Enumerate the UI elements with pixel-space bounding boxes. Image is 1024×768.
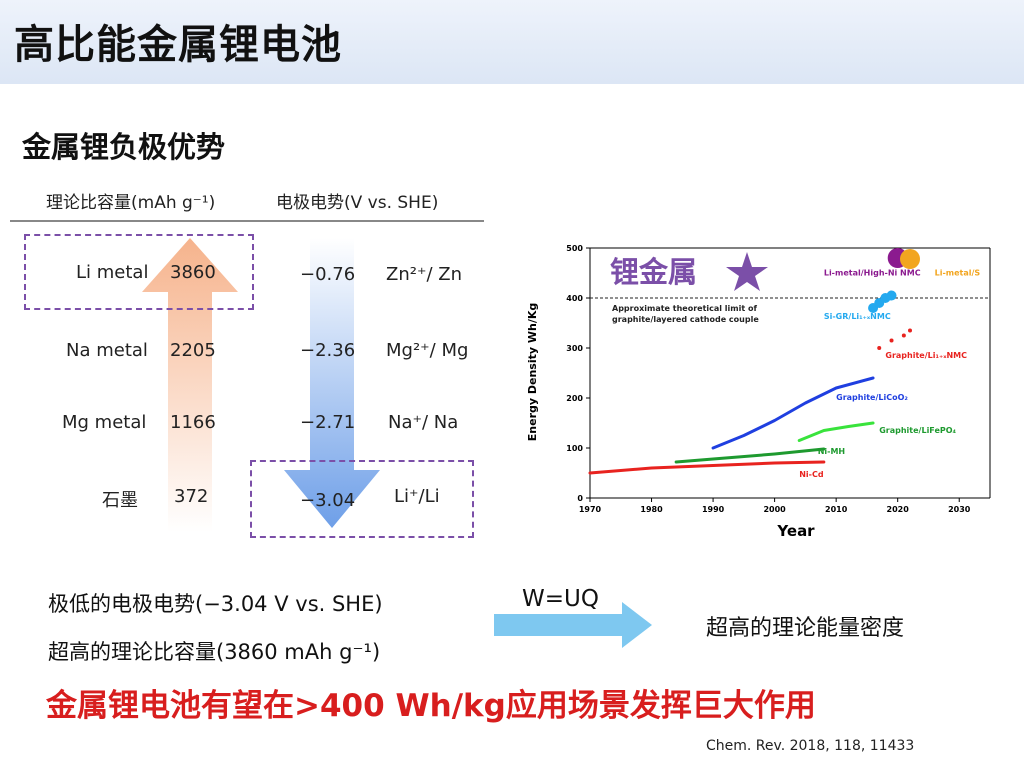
citation: Chem. Rev. 2018, 118, 11433 [706,738,915,754]
li-potential-highlight [250,460,474,538]
row-potential: −2.71 [300,412,356,433]
data-point [889,338,894,343]
series-label: Graphite/LiCoO₂ [836,393,908,402]
row-material: Mg metal [62,412,147,433]
conclusion-text: 金属锂电池有望在>400 Wh/kg应用场景发挥巨大作用 [46,688,816,724]
x-tick-label: 2000 [763,505,786,514]
y-tick-label: 400 [566,294,583,303]
x-tick-label: 2030 [948,505,971,514]
chart-axes [589,247,991,499]
potential-arrow [284,238,380,528]
row-capacity: 372 [174,486,209,507]
series-label: Ni-MH [818,447,845,456]
data-point [901,333,906,338]
capacity-header: 理论比容量(mAh g⁻¹) [46,193,216,213]
row-capacity: 2205 [170,340,216,361]
row-material: Li metal [76,262,149,283]
series-label: Ni-Cd [799,470,824,479]
title-bar [0,0,1024,84]
series-line [588,460,826,475]
star-icon [726,252,768,291]
x-axis-label: Year [776,522,815,540]
series-line [674,447,826,464]
capacity-arrow [142,238,238,532]
series-line [711,376,875,450]
right-arrow-icon [494,602,652,648]
series-label: Si-GR/Li₁₊ₓNMC [824,312,891,321]
row-couple: Zn²⁺/ Zn [386,264,462,285]
y-tick-label: 100 [566,444,583,453]
row-material: Na metal [66,340,148,361]
row-potential: −0.76 [300,264,356,285]
potential-header: 电极电势(V vs. SHE) [276,193,439,213]
row-capacity: 1166 [170,412,216,433]
x-tick-label: 2020 [887,505,910,514]
energy-density-result: 超高的理论能量密度 [706,616,905,641]
data-point [908,328,912,333]
row-potential: −2.36 [300,340,356,361]
row-couple: Mg²⁺/ Mg [386,340,469,361]
row-capacity: 3860 [170,262,216,283]
x-tick-label: 1990 [702,505,725,514]
row-material: 石墨 [102,490,138,511]
section-subtitle: 金属锂负极优势 [22,130,226,164]
y-axis-label: Energy Density Wh/Kg [526,303,539,441]
y-tick-label: 0 [577,494,583,503]
limit-annotation: Approximate theoretical limit of graphite… [612,304,759,324]
y-tick-label: 300 [566,344,583,353]
x-tick-label: 1980 [640,505,663,514]
energy-density-chart: 0 100 200 300 400 500 1970 1980 1990 2000 2010 2020… [526,244,991,540]
y-tick-label: 200 [566,394,583,403]
lithium-metal-label: 锂金属 [610,255,697,289]
series-label: Graphite/Li₁₊ₓNMC [885,351,967,360]
series-label: Graphite/LiFePO₄ [879,426,956,435]
x-tick-label: 2010 [825,505,848,514]
energy-equation: W=UQ [522,586,599,612]
low-potential-point: 极低的电极电势(−3.04 V vs. SHE) [48,592,383,616]
page-title: 高比能金属锂电池 [14,22,342,68]
data-point [886,290,897,301]
y-tick-label: 500 [566,244,583,253]
row-couple: Na⁺/ Na [388,412,459,433]
high-capacity-point: 超高的理论比容量(3860 mAh g⁻¹) [48,640,381,664]
header-rule [10,220,484,222]
li-capacity-highlight [24,234,254,310]
x-tick-label: 1970 [579,505,602,514]
data-point [900,249,920,269]
row-couple: Li⁺/Li [394,486,440,507]
series-label: Li-metal/S [935,269,981,278]
series-label: Li-metal/High-Ni NMC [824,269,921,278]
data-point [877,346,882,350]
row-potential: −3.04 [300,490,356,511]
series-line [797,421,875,442]
